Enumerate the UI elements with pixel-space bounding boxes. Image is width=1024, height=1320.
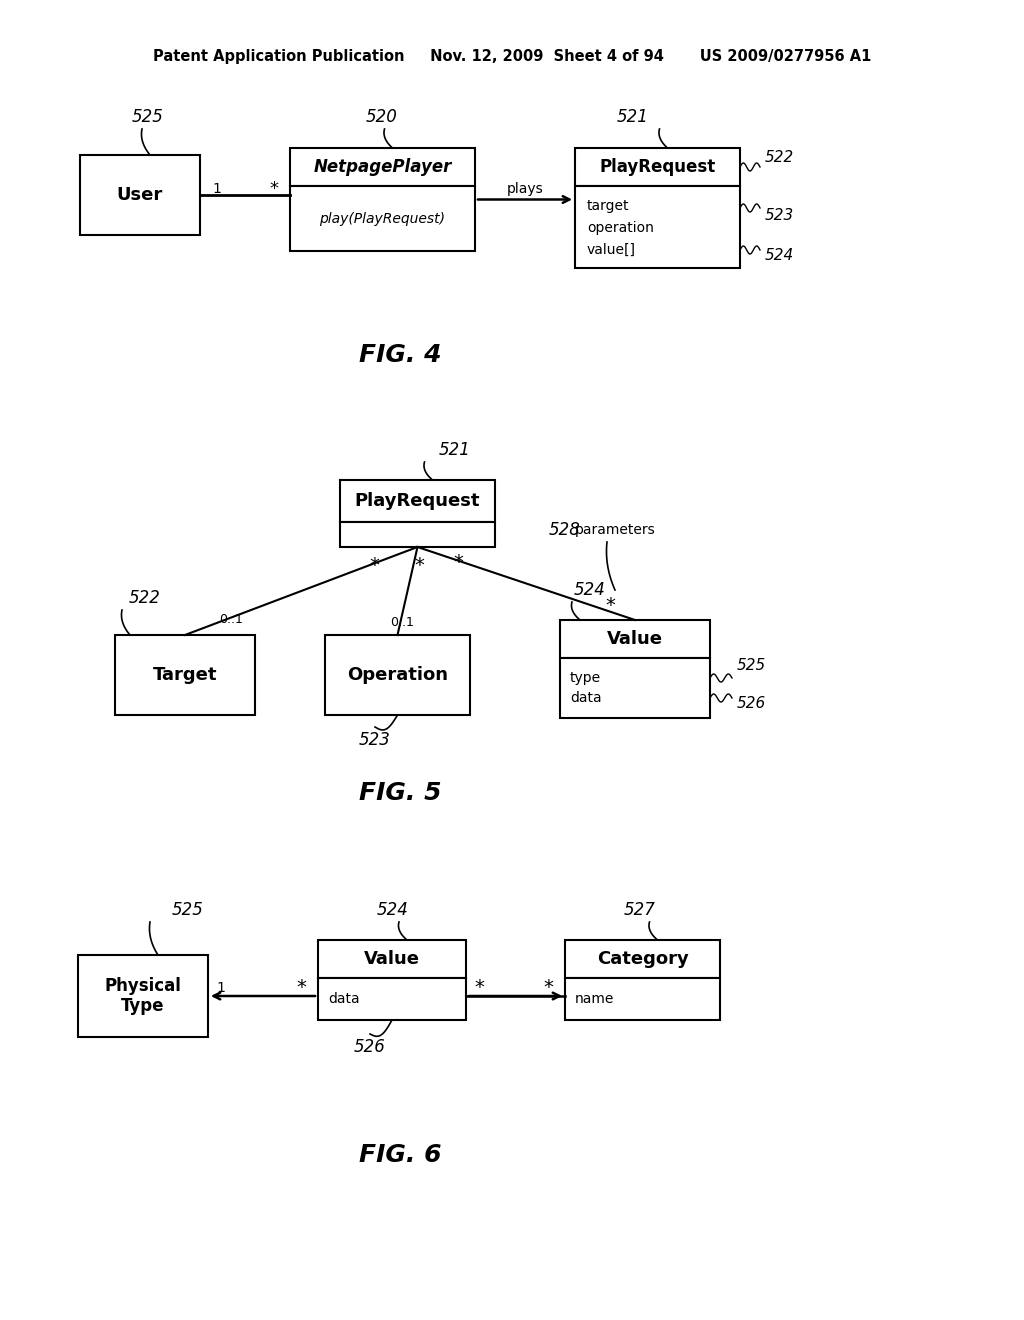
Text: 0..1: 0..1: [219, 612, 243, 626]
Text: plays: plays: [507, 182, 544, 197]
Text: PlayRequest: PlayRequest: [599, 158, 716, 176]
Text: *: *: [605, 597, 615, 615]
Bar: [560, 620, 710, 657]
Text: Category: Category: [597, 950, 688, 968]
Text: 524: 524: [574, 581, 606, 599]
Text: 521: 521: [617, 108, 649, 125]
Text: *: *: [370, 556, 380, 574]
Text: play(PlayRequest): play(PlayRequest): [319, 211, 445, 226]
Text: Value: Value: [364, 950, 420, 968]
Text: value[]: value[]: [587, 243, 636, 257]
Text: 525: 525: [172, 902, 204, 919]
Text: type: type: [570, 671, 601, 685]
Text: 526: 526: [737, 696, 766, 710]
Bar: [80, 154, 200, 235]
Text: 527: 527: [624, 902, 656, 919]
Bar: [115, 635, 255, 715]
Text: FIG. 4: FIG. 4: [358, 343, 441, 367]
Text: parameters: parameters: [574, 523, 655, 537]
Bar: [290, 148, 475, 186]
Text: *: *: [543, 978, 553, 998]
Bar: [318, 978, 466, 1020]
Text: 524: 524: [377, 902, 409, 919]
Bar: [340, 521, 495, 546]
Bar: [560, 657, 710, 718]
Text: 522: 522: [129, 589, 161, 607]
Text: Operation: Operation: [347, 667, 449, 684]
Text: *: *: [474, 978, 484, 998]
Text: 525: 525: [737, 657, 766, 672]
Text: *: *: [415, 556, 424, 574]
Text: 524: 524: [765, 248, 795, 263]
Bar: [565, 940, 720, 978]
Bar: [290, 186, 475, 251]
Text: PlayRequest: PlayRequest: [354, 492, 480, 510]
Text: 526: 526: [354, 1038, 386, 1056]
Text: 522: 522: [765, 149, 795, 165]
Text: target: target: [587, 199, 630, 213]
Text: Value: Value: [607, 630, 663, 648]
Text: name: name: [575, 993, 614, 1006]
Text: 523: 523: [359, 731, 391, 748]
Bar: [575, 186, 740, 268]
Text: Type: Type: [121, 997, 165, 1015]
Text: 0..1: 0..1: [390, 616, 415, 630]
Bar: [318, 940, 466, 978]
Text: 520: 520: [366, 108, 398, 125]
Text: *: *: [296, 978, 306, 998]
Text: 1: 1: [212, 182, 221, 195]
Text: data: data: [570, 690, 602, 705]
Text: FIG. 5: FIG. 5: [358, 781, 441, 805]
Bar: [340, 480, 495, 521]
Text: *: *: [454, 553, 463, 573]
Text: data: data: [328, 993, 359, 1006]
Text: *: *: [269, 180, 278, 198]
Text: 528: 528: [549, 521, 581, 539]
Text: Target: Target: [153, 667, 217, 684]
Text: FIG. 6: FIG. 6: [358, 1143, 441, 1167]
Text: operation: operation: [587, 220, 654, 235]
Text: 521: 521: [439, 441, 471, 459]
Bar: [575, 148, 740, 186]
Text: 1: 1: [216, 981, 225, 995]
Text: 525: 525: [132, 108, 164, 125]
Text: NetpagePlayer: NetpagePlayer: [313, 158, 452, 176]
Text: User: User: [117, 186, 163, 205]
Bar: [325, 635, 470, 715]
Bar: [78, 954, 208, 1038]
Bar: [565, 978, 720, 1020]
Text: Patent Application Publication     Nov. 12, 2009  Sheet 4 of 94       US 2009/02: Patent Application Publication Nov. 12, …: [153, 49, 871, 65]
Text: Physical: Physical: [104, 977, 181, 995]
Text: 523: 523: [765, 207, 795, 223]
